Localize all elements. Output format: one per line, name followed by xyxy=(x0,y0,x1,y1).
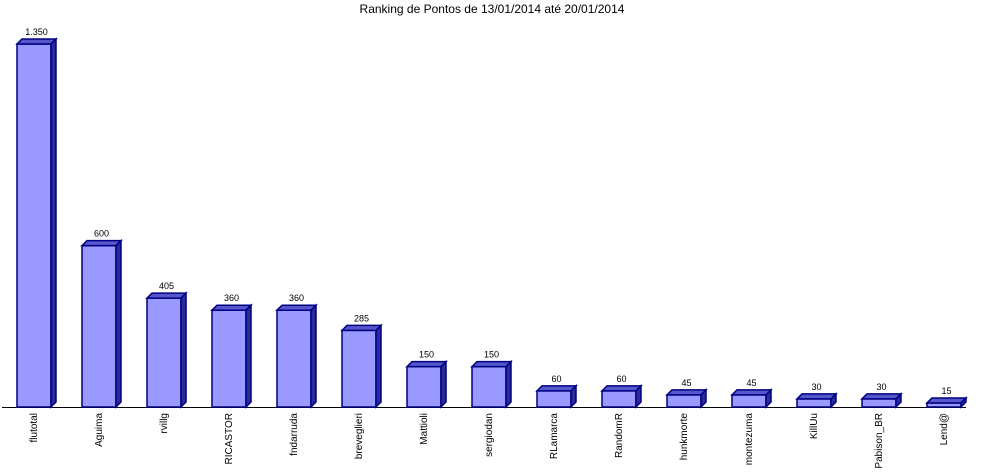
x-tick-label: RLamarca xyxy=(549,413,560,460)
bar-side xyxy=(635,384,642,409)
x-tick-label: RandomR xyxy=(614,413,625,458)
bar-top xyxy=(795,393,838,400)
x-tick-label: hunkmorte xyxy=(679,413,690,461)
bar-top xyxy=(470,360,513,368)
bar-front xyxy=(341,329,377,408)
value-label: 30 xyxy=(876,382,886,392)
bar-top xyxy=(275,304,318,311)
value-label: 45 xyxy=(681,378,691,388)
bar-side xyxy=(440,359,447,409)
value-label: 360 xyxy=(224,293,239,303)
bar xyxy=(210,303,253,409)
bar xyxy=(405,359,448,409)
x-tick-label: Lend@ xyxy=(939,413,950,445)
bar-top xyxy=(665,389,708,396)
bar-top xyxy=(15,38,58,45)
bar-side xyxy=(375,323,382,409)
value-label: 150 xyxy=(484,350,499,360)
x-tick-label: KillUu xyxy=(809,413,820,439)
value-label: 45 xyxy=(746,378,756,388)
value-label: 15 xyxy=(941,386,951,396)
bar-front xyxy=(536,390,572,408)
bar-front xyxy=(81,244,117,408)
bar-top xyxy=(535,385,578,392)
bar xyxy=(925,396,968,409)
bar-front xyxy=(666,394,702,408)
bar-side xyxy=(50,37,57,409)
bar-top xyxy=(405,360,448,368)
x-tick-label: Mattioli xyxy=(419,413,430,445)
bar-side xyxy=(960,396,967,409)
bar-side xyxy=(115,238,122,409)
bar-side xyxy=(245,303,252,409)
bar-side xyxy=(180,291,187,409)
x-tick-label: fndarruda xyxy=(289,413,300,456)
bar-front xyxy=(16,43,52,408)
bar xyxy=(340,323,383,409)
bar-front xyxy=(146,297,182,408)
value-label: 30 xyxy=(811,382,821,392)
x-tick-label: RICASTOR xyxy=(224,413,235,465)
x-tick-label: montezuma xyxy=(744,413,755,466)
bar-top xyxy=(925,397,968,404)
x-tick-label: brevеglieri xyxy=(354,413,365,459)
bar xyxy=(535,384,578,409)
bar xyxy=(80,238,123,409)
bar xyxy=(275,303,318,409)
bar-top xyxy=(80,239,123,247)
bar-side xyxy=(570,384,577,409)
bar-top xyxy=(145,292,188,299)
bar xyxy=(145,291,188,409)
value-label: 285 xyxy=(354,313,369,323)
value-label: 1.350 xyxy=(25,27,48,37)
bar-front xyxy=(731,394,767,408)
bar xyxy=(665,388,708,409)
bar-front xyxy=(211,309,247,408)
bar-front xyxy=(861,398,897,408)
bar-top xyxy=(210,304,253,311)
bar xyxy=(860,392,903,409)
bar xyxy=(470,359,513,409)
bar-front xyxy=(276,309,312,408)
bar-side xyxy=(830,392,837,409)
bar-top xyxy=(860,393,903,400)
x-tick-label: Pabison_BR xyxy=(874,413,885,469)
bar-side xyxy=(765,388,772,409)
x-tick-label: flutotal xyxy=(29,413,40,442)
value-label: 360 xyxy=(289,293,304,303)
bar-front xyxy=(601,390,637,408)
bar-top xyxy=(600,385,643,392)
value-label: 60 xyxy=(616,374,626,384)
chart-title: Ranking de Pontos de 13/01/2014 até 20/0… xyxy=(360,2,625,16)
bar-front xyxy=(406,365,442,408)
bar-top xyxy=(730,389,773,396)
value-label: 150 xyxy=(419,350,434,360)
bar-front xyxy=(471,365,507,408)
x-tick-label: rvillg xyxy=(159,413,170,434)
value-label: 405 xyxy=(159,281,174,291)
value-label: 60 xyxy=(551,374,561,384)
x-tick-label: sergiodan xyxy=(484,413,495,457)
bar xyxy=(15,37,58,409)
bar-side xyxy=(310,303,317,409)
bar-front xyxy=(796,398,832,408)
bar xyxy=(600,384,643,409)
bar-side xyxy=(895,392,902,409)
x-tick-label: Aguima xyxy=(94,413,105,447)
bar xyxy=(795,392,838,409)
bar-side xyxy=(700,388,707,409)
bar-top xyxy=(340,324,383,332)
bar xyxy=(730,388,773,409)
bar-side xyxy=(505,359,512,409)
value-label: 600 xyxy=(94,229,109,239)
